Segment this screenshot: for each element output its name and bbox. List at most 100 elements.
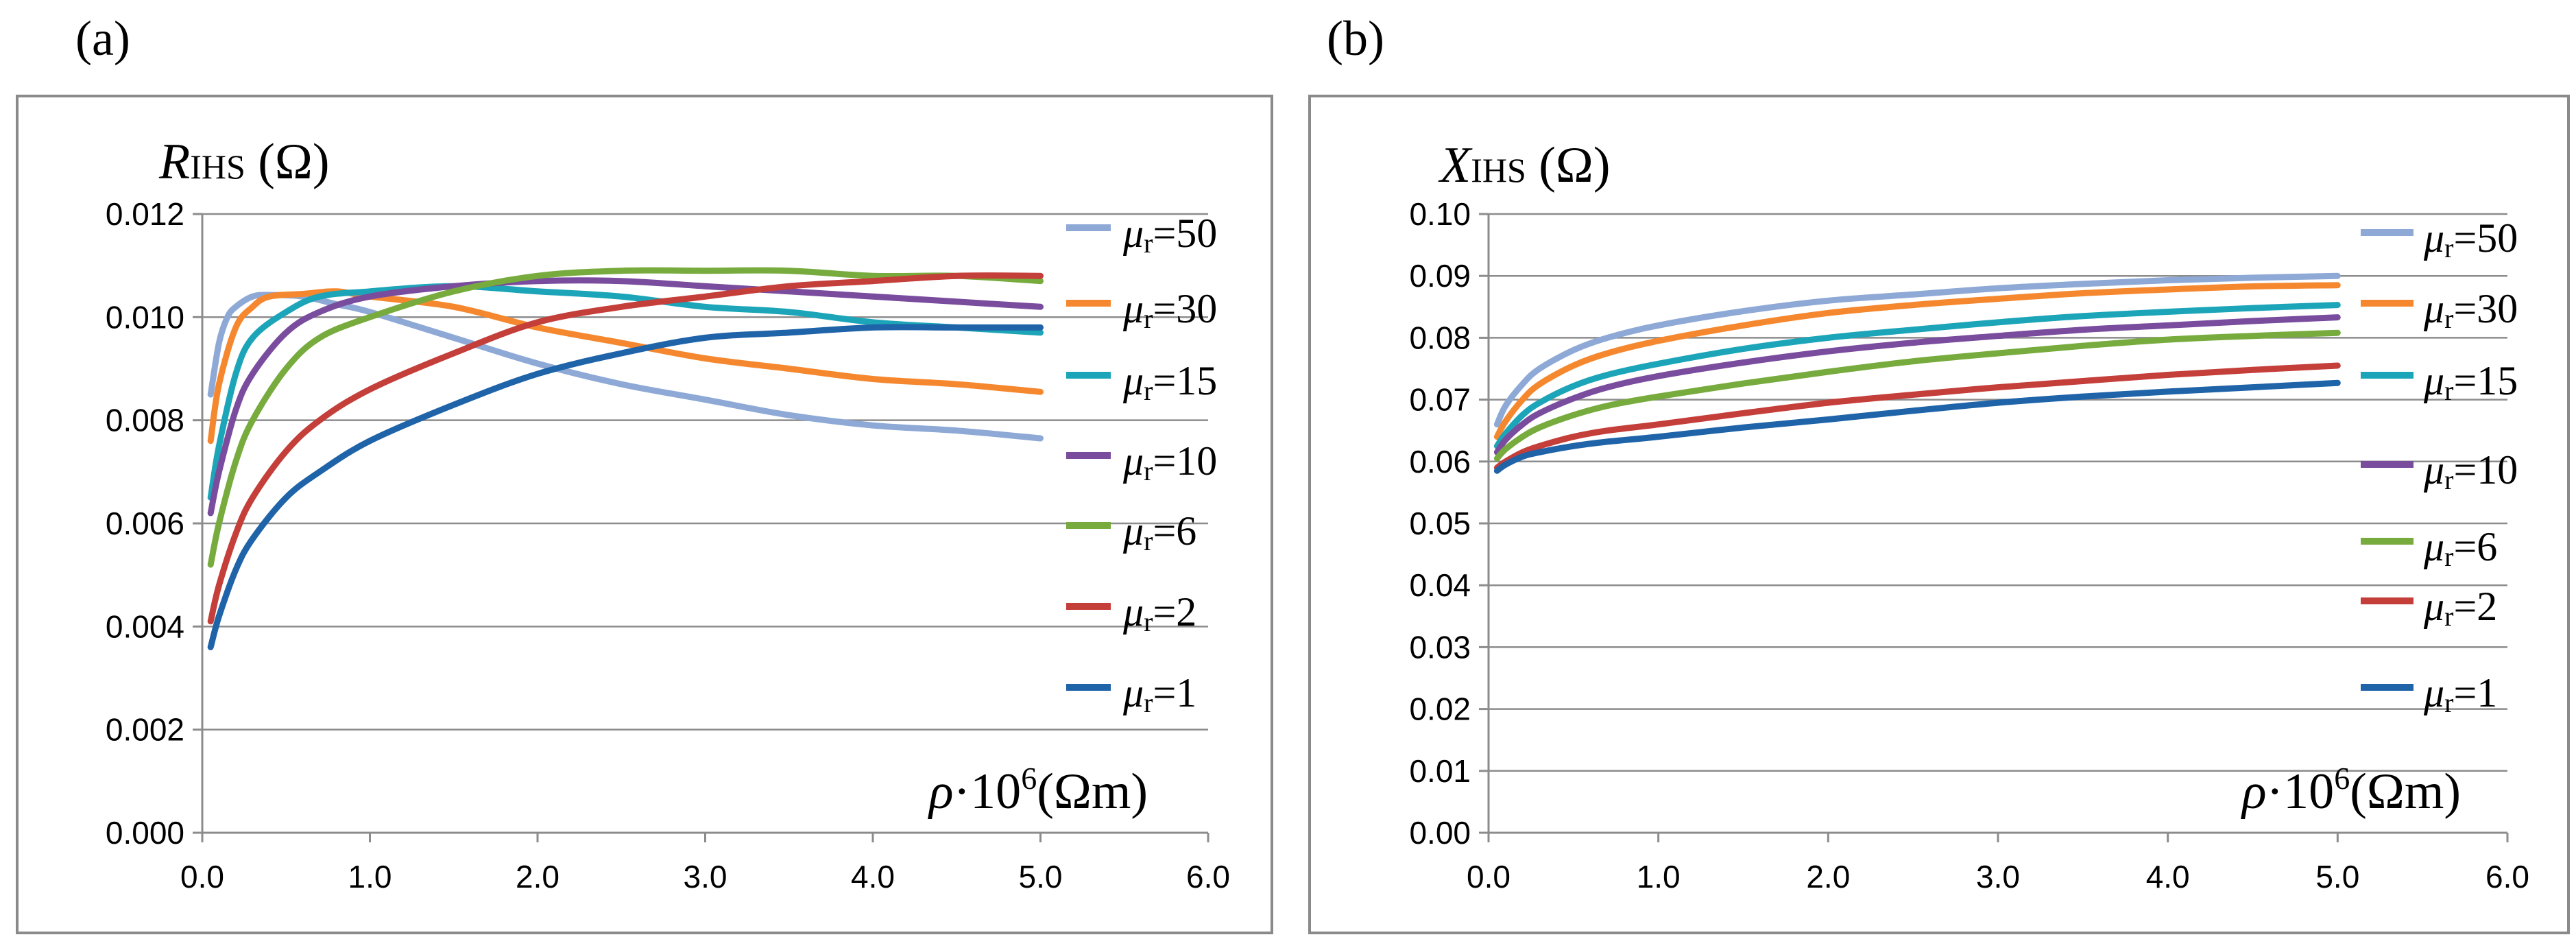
x-axis-label-symbol: ρ	[2241, 763, 2267, 820]
legend-entry: μr=15	[1122, 358, 1217, 406]
y-tick-label: 0.00	[1409, 815, 1471, 851]
chart-frame	[1308, 95, 2570, 934]
panel-a-resistance-chart: (a) 0.0 1.0 2.0 3.0 4.0 5.0 6.0 0.000 0.002 0.004 0…	[16, 11, 1273, 934]
y-tick-label: 0.10	[1409, 196, 1471, 232]
x-axis-label-factor: ·10	[2267, 763, 2335, 820]
y-tick-label: 0.02	[1409, 691, 1471, 727]
legend-subscript: r	[1144, 375, 1153, 406]
legend-mu-symbol: μ	[1122, 670, 1144, 715]
legend-subscript: r	[1144, 228, 1153, 259]
legend-value: =2	[2453, 584, 2497, 629]
legend-subscript: r	[2444, 541, 2453, 572]
legend-mu-symbol: μ	[2423, 358, 2444, 403]
y-axis-label-subscript: IHS	[1471, 151, 1526, 189]
series-line-mu-r-1	[1493, 379, 2341, 474]
legend-subscript: r	[2444, 375, 2453, 406]
legend-entry: μr=2	[2423, 584, 2497, 632]
legend-entry: μr=2	[1122, 589, 1196, 637]
legend-mu-symbol: μ	[2423, 215, 2444, 261]
series-line-mu-r-15	[1493, 302, 2341, 449]
legend-mu-symbol: μ	[1122, 589, 1144, 635]
legend-entry: μr=50	[2423, 215, 2518, 263]
y-tick-label: 0.04	[1409, 567, 1471, 603]
legend-value: =30	[1153, 286, 1217, 331]
series-line-mu-r-1	[207, 324, 1044, 650]
x-tick-label: 1.0	[348, 859, 392, 894]
series-line-mu-r-30	[207, 288, 1044, 445]
legend-mu-symbol: μ	[2423, 447, 2444, 493]
legend-entry: μr=50	[1122, 211, 1217, 259]
legend-value: =30	[2453, 286, 2518, 331]
y-tick-label: 0.008	[106, 403, 184, 438]
x-tick-label: 2.0	[516, 859, 559, 894]
y-axis-label: XIHS (Ω)	[1438, 137, 1611, 193]
legend-subscript: r	[2444, 233, 2453, 263]
legend-subscript: r	[1144, 455, 1153, 486]
legend-mu-symbol: μ	[1122, 508, 1144, 554]
x-axis-label: ρ·106(Ωm)	[2241, 761, 2461, 820]
legend-subscript: r	[2444, 464, 2453, 495]
y-tick-label: 0.004	[106, 608, 184, 644]
y-tick-label: 0.08	[1409, 320, 1471, 355]
legend-entry: μr=15	[2423, 358, 2518, 406]
y-tick-label: 0.03	[1409, 629, 1471, 665]
legend-entry: μr=1	[1122, 670, 1196, 718]
legend-entry: μr=10	[2423, 447, 2518, 495]
legend-entry: μr=30	[2423, 286, 2518, 334]
legend-value: =50	[2453, 215, 2518, 261]
y-tick-label: 0.06	[1409, 444, 1471, 479]
y-tick-label: 0.05	[1409, 506, 1471, 541]
panel-b-reactance-chart: (b) 0.0 1.0 2.0 3.0 4.0 5.0 6.0 0.00 0.01 0.02 0.03…	[1308, 11, 2570, 934]
x-tick-label: 0.0	[1467, 859, 1510, 894]
x-tick-label: 3.0	[1976, 859, 2020, 894]
series-line-mu-r-50	[207, 292, 1044, 442]
series-line-mu-r-2	[207, 272, 1044, 625]
legend-value: =15	[1153, 358, 1217, 403]
x-axis-label: ρ·106(Ωm)	[928, 761, 1148, 820]
legend-mu-symbol: μ	[2423, 670, 2444, 715]
y-axis-label-symbol: X	[1438, 137, 1473, 193]
legend-subscript: r	[1144, 606, 1153, 637]
y-tick-label: 0.006	[106, 506, 184, 541]
series-line-mu-r-6	[1493, 329, 2341, 462]
y-tick-label: 0.002	[106, 712, 184, 748]
legend-value: =10	[1153, 438, 1217, 484]
x-tick-label: 6.0	[1186, 859, 1230, 894]
x-tick-label: 5.0	[1019, 859, 1063, 894]
legend-mu-symbol: μ	[2423, 584, 2444, 629]
y-axis-label-unit: (Ω)	[1526, 137, 1611, 193]
legend-subscript: r	[2444, 303, 2453, 334]
legend-value: =2	[1153, 589, 1196, 635]
x-axis-label-symbol: ρ	[928, 763, 954, 820]
series-line-mu-r-2	[1493, 362, 2341, 471]
y-axis-label-symbol: R	[158, 134, 190, 190]
x-tick-label: 5.0	[2315, 859, 2359, 894]
chart-frame	[16, 95, 1273, 934]
y-tick-label: 0.010	[106, 299, 184, 335]
y-axis-label: RIHS (Ω)	[158, 134, 330, 190]
legend-subscript: r	[2444, 687, 2453, 718]
x-tick-label: 1.0	[1637, 859, 1681, 894]
legend-value: =1	[2453, 670, 2497, 715]
series-line-mu-r-15	[207, 283, 1044, 501]
legend-entry: μr=1	[2423, 670, 2497, 718]
legend-mu-symbol: μ	[2423, 524, 2444, 569]
y-axis-label-subscript: IHS	[190, 147, 245, 186]
legend-subscript: r	[1144, 525, 1153, 556]
x-tick-label: 4.0	[2146, 859, 2190, 894]
x-tick-label: 4.0	[851, 859, 895, 894]
legend-mu-symbol: μ	[2423, 286, 2444, 331]
legend-entry: μr=30	[1122, 286, 1217, 334]
x-axis-label-unit: (Ωm)	[1037, 763, 1148, 820]
y-tick-label: 0.09	[1409, 258, 1471, 294]
legend-mu-symbol: μ	[1122, 286, 1144, 331]
legend-subscript: r	[1144, 687, 1153, 718]
x-tick-label: 0.0	[180, 859, 224, 894]
x-tick-label: 3.0	[684, 859, 727, 894]
legend-subscript: r	[1144, 303, 1153, 334]
series-line-mu-r-6	[207, 267, 1044, 568]
legend-entry: μr=10	[1122, 438, 1217, 486]
panel-label: (a)	[75, 11, 130, 66]
legend-entry: μr=6	[1122, 508, 1196, 556]
